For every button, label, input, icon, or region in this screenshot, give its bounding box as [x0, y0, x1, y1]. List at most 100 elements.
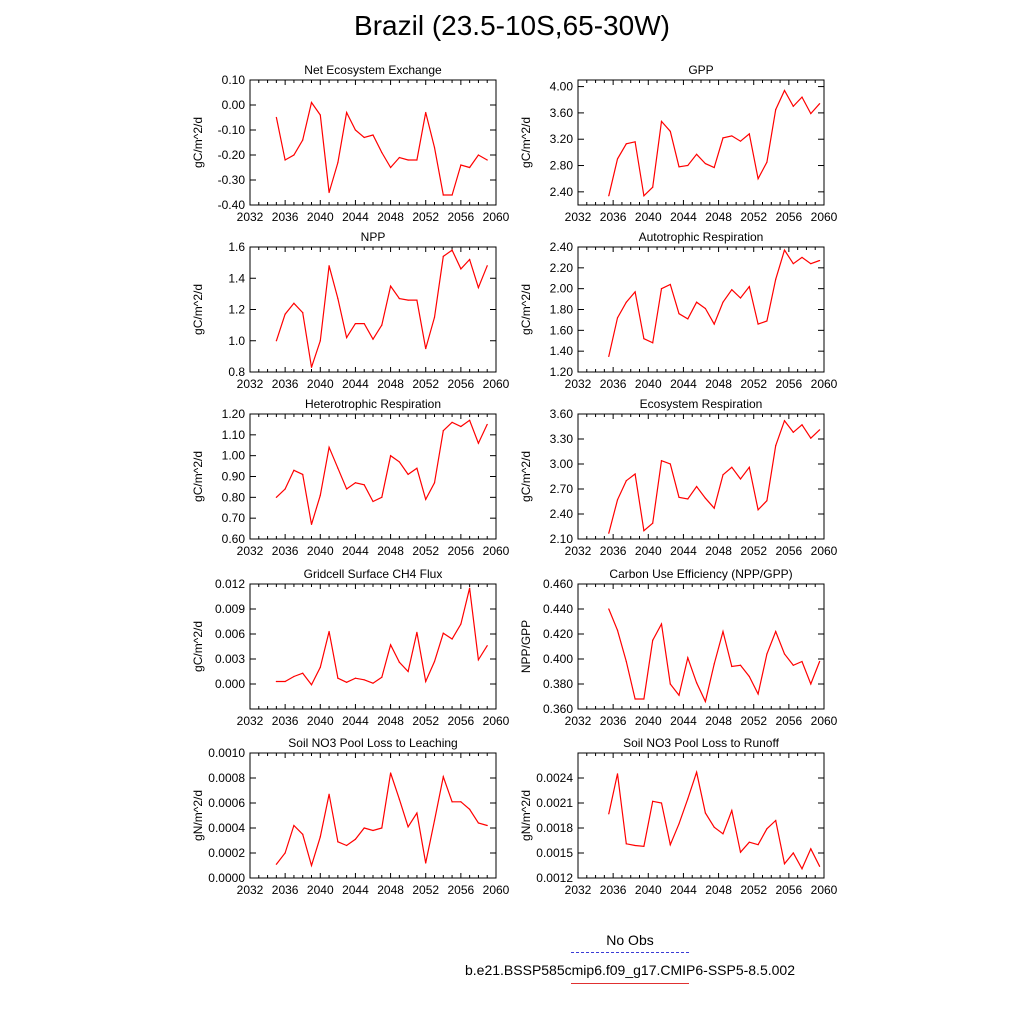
data-point: [792, 431, 794, 433]
y-tick-label: 1.20: [550, 365, 574, 379]
data-point: [696, 771, 698, 773]
data-point: [381, 827, 383, 829]
x-tick-label: 2036: [600, 714, 627, 728]
x-tick-label: 2052: [412, 714, 439, 728]
y-tick-label: 0.0024: [536, 771, 573, 785]
y-tick-label: 0.0021: [536, 796, 573, 810]
data-point: [416, 299, 418, 301]
data-point: [731, 289, 733, 291]
x-tick-label: 2060: [483, 883, 510, 897]
panel-title: Net Ecosystem Exchange: [304, 63, 442, 77]
data-point: [704, 812, 706, 814]
x-tick-label: 2044: [670, 714, 697, 728]
series-line: [275, 419, 488, 525]
x-tick-label: 2032: [565, 544, 592, 558]
data-point: [477, 154, 480, 156]
data-point: [363, 322, 365, 325]
data-point: [337, 297, 339, 300]
x-tick-label: 2052: [412, 544, 439, 558]
data-point: [608, 608, 610, 610]
y-tick-label: 1.2: [228, 303, 245, 317]
data-point: [433, 819, 436, 822]
x-tick-label: 2056: [776, 714, 803, 728]
data-point: [669, 683, 671, 685]
x-tick-label: 2056: [448, 714, 475, 728]
data-point: [275, 116, 277, 119]
y-tick-label: 0.0000: [208, 871, 245, 885]
panel-soil-no3-pool-loss-to-leaching: Soil NO3 Pool Loss to Leaching gN/m^2/d 20…: [191, 736, 510, 897]
series-line: [608, 769, 821, 871]
x-tick-label: 2040: [307, 883, 334, 897]
data-point: [643, 338, 645, 340]
data-point: [678, 694, 680, 696]
data-point: [398, 156, 400, 159]
data-point: [643, 845, 645, 847]
y-tick-label: 0.10: [222, 73, 246, 87]
x-tick-label: 2040: [635, 210, 662, 224]
data-point: [678, 823, 680, 825]
data-point: [469, 166, 471, 169]
data-point: [801, 96, 803, 98]
data-point: [486, 159, 488, 161]
data-point: [381, 496, 383, 498]
data-point: [328, 446, 330, 448]
y-axis-label: gC/m^2/d: [191, 284, 205, 335]
y-tick-label: 0.0018: [536, 821, 573, 835]
data-point: [819, 103, 821, 105]
data-point: [416, 159, 418, 161]
series-line: [275, 249, 488, 368]
data-point: [757, 178, 759, 180]
data-point: [713, 663, 715, 665]
y-tick-label: 2.20: [550, 261, 574, 275]
data-point: [792, 852, 794, 854]
x-tick-label: 2060: [811, 210, 838, 224]
data-point: [704, 497, 706, 499]
data-point: [687, 318, 689, 320]
y-tick-label: 0.440: [543, 602, 573, 616]
data-point: [284, 852, 286, 854]
data-point: [381, 151, 383, 154]
data-point: [337, 841, 339, 843]
panel-title: Soil NO3 Pool Loss to Leaching: [288, 736, 457, 750]
y-axis-label: gC/m^2/d: [191, 621, 205, 672]
panel-ecosystem-respiration: Ecosystem Respiration gC/m^2/d 2032 2036 204…: [519, 397, 838, 558]
panel-title: Gridcell Surface CH4 Flux: [304, 567, 443, 581]
data-point: [389, 644, 392, 646]
legend-no-obs: No Obs: [560, 932, 700, 953]
data-point: [460, 268, 462, 270]
data-point: [801, 868, 803, 870]
x-tick-label: 2048: [705, 714, 732, 728]
data-point: [713, 826, 715, 828]
data-point: [486, 423, 488, 426]
data-point: [389, 285, 392, 287]
data-point: [469, 587, 471, 589]
data-point: [451, 421, 453, 423]
data-point: [354, 838, 357, 840]
data-point: [293, 469, 295, 471]
x-tick-label: 2060: [483, 714, 510, 728]
x-tick-label: 2060: [483, 377, 510, 391]
data-point: [643, 530, 645, 532]
data-point: [469, 808, 471, 810]
data-point: [469, 258, 471, 261]
data-point: [319, 666, 321, 668]
data-point: [346, 337, 348, 339]
data-point: [634, 844, 636, 847]
data-point: [766, 161, 768, 163]
y-tick-label: 3.60: [550, 407, 574, 421]
data-point: [346, 681, 348, 683]
y-tick-label: 1.00: [222, 449, 246, 463]
data-point: [310, 366, 313, 368]
y-tick-label: 0.0012: [536, 871, 573, 885]
data-point: [354, 482, 357, 484]
x-tick-label: 2040: [307, 210, 334, 224]
series-line: [275, 101, 488, 196]
x-tick-label: 2036: [272, 883, 299, 897]
data-point: [634, 291, 636, 293]
data-point: [328, 265, 330, 267]
data-point: [433, 660, 436, 663]
y-tick-label: 1.6: [228, 240, 245, 254]
x-tick-label: 2048: [705, 883, 732, 897]
data-point: [284, 680, 286, 683]
data-point: [616, 629, 619, 631]
